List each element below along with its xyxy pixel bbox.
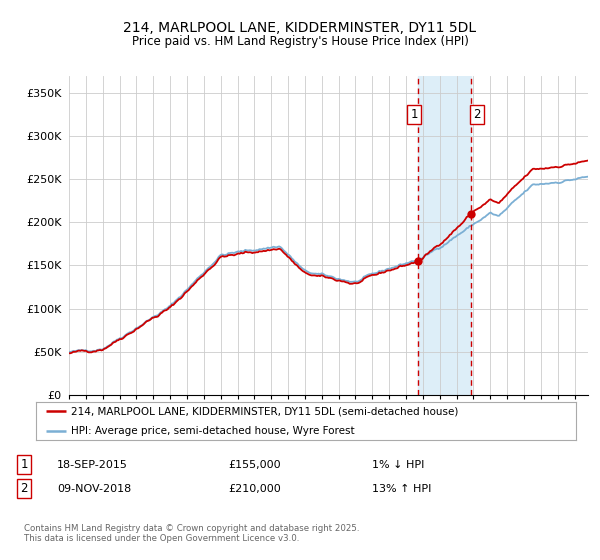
Text: 09-NOV-2018: 09-NOV-2018 [57,484,131,494]
Text: 214, MARLPOOL LANE, KIDDERMINSTER, DY11 5DL: 214, MARLPOOL LANE, KIDDERMINSTER, DY11 … [124,21,476,35]
Bar [418,76,471,395]
Text: £210,000: £210,000 [228,484,281,494]
Text: £155,000: £155,000 [228,460,281,470]
Text: 2: 2 [473,108,481,121]
Text: 2: 2 [20,482,28,496]
Text: 13% ↑ HPI: 13% ↑ HPI [372,484,431,494]
Text: 214, MARLPOOL LANE, KIDDERMINSTER, DY11 5DL (semi-detached house): 214, MARLPOOL LANE, KIDDERMINSTER, DY11 … [71,406,458,416]
Text: 1% ↓ HPI: 1% ↓ HPI [372,460,424,470]
Text: 1: 1 [20,458,28,472]
Text: HPI: Average price, semi-detached house, Wyre Forest: HPI: Average price, semi-detached house,… [71,426,355,436]
Text: 1: 1 [410,108,418,121]
Text: 18-SEP-2015: 18-SEP-2015 [57,460,128,470]
Text: Contains HM Land Registry data © Crown copyright and database right 2025.
This d: Contains HM Land Registry data © Crown c… [24,524,359,543]
Text: Price paid vs. HM Land Registry's House Price Index (HPI): Price paid vs. HM Land Registry's House … [131,35,469,48]
